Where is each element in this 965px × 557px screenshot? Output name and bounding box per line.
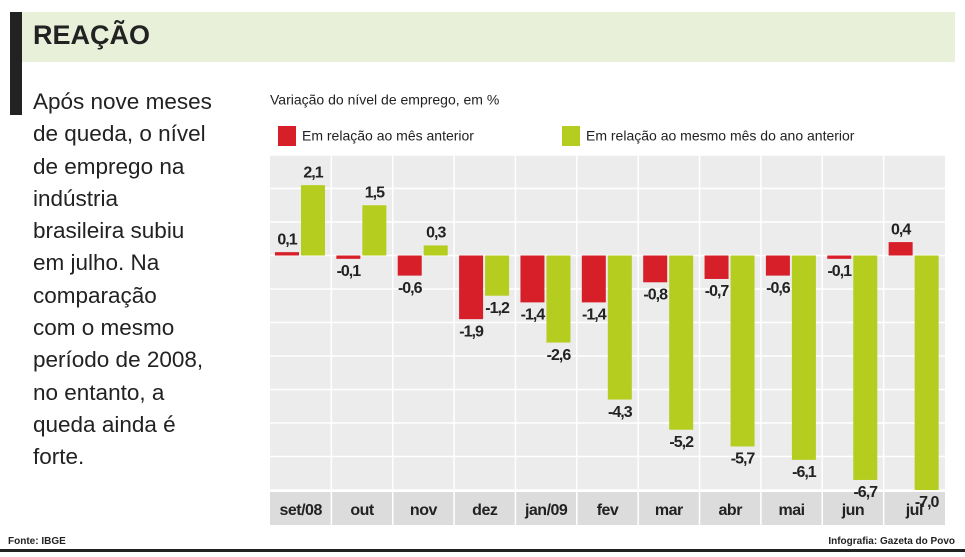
x-tick-label: abr [719,502,743,519]
value-label: -1,4 [582,307,607,324]
bar [546,255,571,343]
body-line: queda ainda é [33,411,176,437]
value-label: -0,6 [398,280,423,297]
bar [914,255,939,490]
bar [765,255,790,276]
value-label: -0,1 [337,263,362,280]
legend-swatch [562,126,580,146]
value-label: 0,3 [426,225,446,242]
body-text: Após nove meses de queda, o nível de empre… [33,86,212,474]
bar [730,255,755,447]
value-label: -4,3 [608,404,633,421]
body-line: período de 2008, [33,347,204,373]
bar [827,255,852,259]
legend-label: Em relação ao mesmo mês do ano anterior [586,128,855,144]
body-line: indústria [33,185,119,211]
bar [704,255,729,279]
bottom-rule [0,549,965,552]
bar [485,255,510,296]
bar [397,255,422,276]
x-tick-label: jul [905,502,923,519]
body-line: no entanto, a [33,379,165,405]
body-line: comparação [33,282,157,308]
value-label: -2,6 [547,347,572,364]
value-label: -0,6 [766,280,791,297]
bar [669,255,694,430]
bar [853,255,878,480]
bar [275,252,299,256]
source: Fonte: IBGE [8,536,66,547]
value-label: -1,4 [521,307,546,324]
value-label: -0,8 [643,287,668,304]
body-line: de emprego na [33,153,185,179]
x-tick-label: out [350,502,375,519]
bar [301,185,325,256]
header-band [10,12,955,62]
legend-swatch [278,126,296,146]
x-tick-label: mar [655,502,683,519]
body-line: de queda, o nível [33,121,206,147]
x-tick-label: jan/09 [524,502,568,519]
bar [643,255,668,283]
bar [520,255,545,303]
value-label: 0,4 [891,221,911,238]
value-label: -0,7 [705,283,730,300]
x-tick-label: nov [410,502,438,519]
value-label: -6,1 [792,464,817,481]
value-label: -0,1 [827,263,852,280]
bar [581,255,606,303]
chart-subtitle: Variação do nível de emprego, em % [270,92,499,108]
body-line: forte. [33,444,85,470]
body-line: em julho. Na [33,250,160,276]
value-label: -6,7 [853,484,878,501]
value-label: 2,1 [303,164,323,181]
x-tick-label: dez [472,502,498,519]
x-tick-label: fev [597,502,619,519]
legend-label: Em relação ao mês anterior [302,128,474,144]
bar [791,255,816,460]
body-line: brasileira subiu [33,218,185,244]
value-label: 0,1 [277,231,297,248]
title: REAÇÃO [33,20,151,50]
header-accent [10,12,22,115]
value-label: 1,5 [365,184,385,201]
bar [423,245,448,256]
bar [362,205,387,256]
value-label: -5,7 [731,451,756,468]
bar [607,255,632,400]
x-tick-label: jun [841,502,865,519]
value-label: -1,2 [485,300,510,317]
body-line: com o mesmo [33,315,175,341]
credit: Infografia: Gazeta do Povo [828,536,955,547]
x-tick-label: set/08 [279,502,322,519]
bar [336,255,361,259]
category-band [270,492,945,525]
value-label: -5,2 [669,434,694,451]
bar [888,242,913,256]
body-line: Após nove meses [33,89,212,114]
value-label: -7,0 [915,494,940,511]
bar [459,255,484,320]
value-label: -1,9 [459,323,484,340]
x-tick-label: mai [779,502,805,519]
